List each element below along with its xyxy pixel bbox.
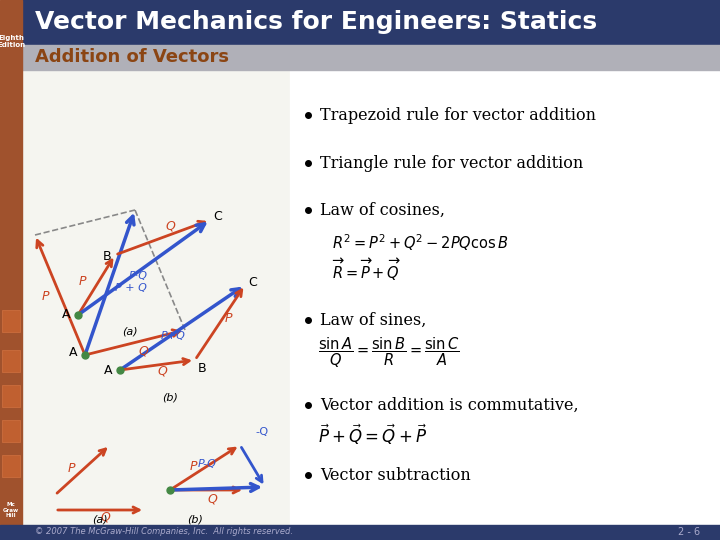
Text: $\vec{P} + \vec{Q} = \vec{Q} + \vec{P}$: $\vec{P} + \vec{Q} = \vec{Q} + \vec{P}$ (318, 423, 428, 447)
Text: Law of cosines,: Law of cosines, (320, 201, 445, 219)
Text: Eighth
Edition: Eighth Edition (0, 35, 25, 48)
Text: P: P (190, 461, 197, 474)
Text: P+Q: P+Q (161, 332, 185, 341)
Bar (2, 310, 20, 332)
Text: Vector addition is commutative,: Vector addition is commutative, (320, 396, 579, 414)
Text: P + Q: P + Q (115, 282, 147, 293)
Text: Mc
Graw
Hill: Mc Graw Hill (3, 502, 19, 518)
Text: Vector Mechanics for Engineers: Statics: Vector Mechanics for Engineers: Statics (35, 10, 597, 34)
Text: Q: Q (158, 365, 167, 378)
Text: (a): (a) (92, 515, 108, 525)
Text: Vector subtraction: Vector subtraction (320, 467, 471, 483)
Text: A: A (68, 346, 77, 359)
Text: Trapezoid rule for vector addition: Trapezoid rule for vector addition (320, 106, 596, 124)
Text: Triangle rule for vector addition: Triangle rule for vector addition (320, 154, 583, 172)
Text: Q: Q (166, 219, 176, 233)
Bar (2, 420, 20, 442)
Text: C: C (213, 211, 222, 224)
Text: P: P (78, 275, 86, 288)
Text: $\dfrac{\sin A}{Q} = \dfrac{\sin B}{R} = \dfrac{\sin C}{A}$: $\dfrac{\sin A}{Q} = \dfrac{\sin B}{R} =… (318, 336, 460, 370)
Bar (22, 0, 720, 45)
Text: (a): (a) (122, 327, 138, 337)
Text: 2 - 6: 2 - 6 (678, 527, 700, 537)
Text: Law of sines,: Law of sines, (320, 312, 426, 328)
Text: (b): (b) (187, 515, 203, 525)
Text: B: B (198, 361, 207, 375)
Text: P: P (68, 462, 75, 475)
Bar (2, 455, 20, 477)
Text: P-Q: P-Q (197, 460, 217, 469)
Bar (22, 70, 720, 525)
Text: C: C (248, 275, 257, 288)
Text: $\overrightarrow{R} = \overrightarrow{P} + \overrightarrow{Q}$: $\overrightarrow{R} = \overrightarrow{P}… (332, 257, 402, 283)
Text: P: P (225, 313, 233, 326)
Bar (2, 385, 20, 407)
Text: $R^2 = P^2 + Q^2 - 2PQ\cos B$: $R^2 = P^2 + Q^2 - 2PQ\cos B$ (332, 233, 508, 253)
Text: A: A (104, 363, 112, 376)
Text: (b): (b) (162, 392, 178, 402)
Text: Q: Q (100, 510, 110, 523)
Text: P: P (42, 290, 50, 303)
Bar (0, 0, 22, 540)
Text: B: B (103, 251, 112, 264)
Text: © 2007 The McGraw-Hill Companies, Inc.  All rights reserved.: © 2007 The McGraw-Hill Companies, Inc. A… (35, 528, 293, 537)
Bar (0, 525, 720, 540)
Text: A: A (61, 308, 70, 321)
Bar (290, 70, 720, 525)
Bar (22, 45, 720, 70)
Text: Q: Q (207, 492, 217, 505)
Text: -Q: -Q (255, 427, 268, 437)
Text: P·Q: P·Q (129, 272, 148, 281)
Bar (2, 350, 20, 372)
Text: Q: Q (138, 345, 148, 357)
Text: Addition of Vectors: Addition of Vectors (35, 48, 229, 66)
